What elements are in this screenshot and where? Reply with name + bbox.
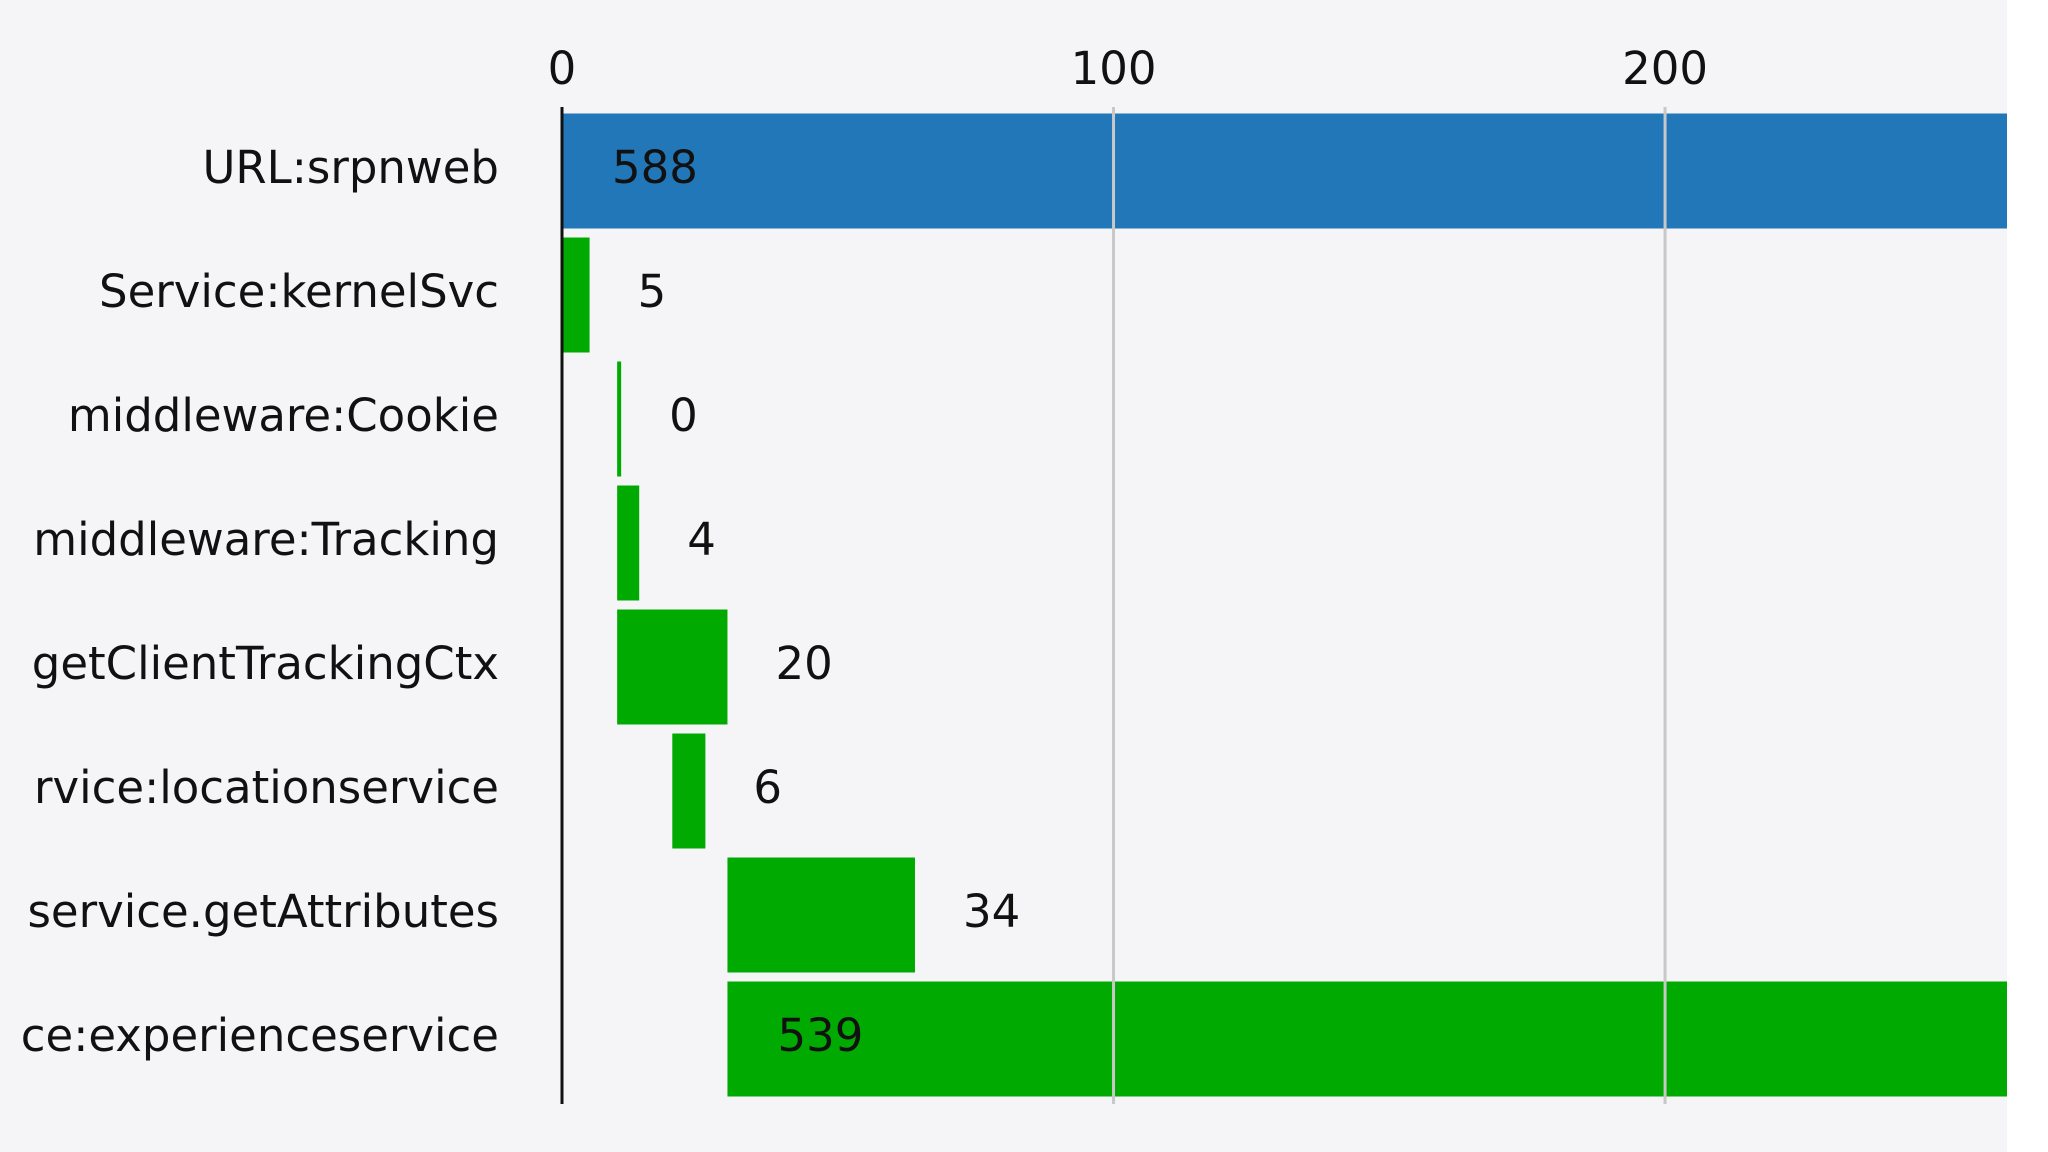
bar: [727, 857, 915, 973]
bar: [727, 981, 2007, 1097]
value-label: 6: [753, 761, 782, 814]
x-tick-label: 0: [548, 42, 577, 95]
overlay: URL:srpnweb 588 Service:kernelSvc 5 middlewa…: [21, 42, 1708, 1104]
value-label: 539: [777, 1009, 863, 1062]
y-tick-label: ce:experienceservice: [21, 1009, 499, 1062]
y-tick-label: rvice:locationservice: [34, 761, 499, 814]
bar: [562, 237, 590, 353]
bar: [617, 609, 728, 725]
x-tick-label: 100: [1071, 42, 1157, 95]
x-tick-label: 200: [1622, 42, 1708, 95]
value-label: 0: [669, 389, 698, 442]
value-label: 4: [687, 513, 716, 566]
value-label: 5: [638, 265, 667, 318]
y-tick-label: middleware:Tracking: [33, 513, 499, 566]
bars: [562, 113, 2007, 1097]
value-label: 588: [612, 141, 698, 194]
y-tick-label: URL:srpnweb: [202, 141, 499, 194]
bar: [617, 361, 622, 477]
y-tick-label: service.getAttributes: [27, 885, 499, 938]
bar: [672, 733, 706, 849]
y-tick-label: getClientTrackingCtx: [32, 637, 499, 690]
y-tick-label: Service:kernelSvc: [99, 265, 499, 318]
y-tick-label: middleware:Cookie: [68, 389, 499, 442]
value-label: 34: [963, 885, 1020, 938]
bar: [562, 113, 2007, 229]
bar: [617, 485, 640, 601]
value-label: 20: [775, 637, 832, 690]
